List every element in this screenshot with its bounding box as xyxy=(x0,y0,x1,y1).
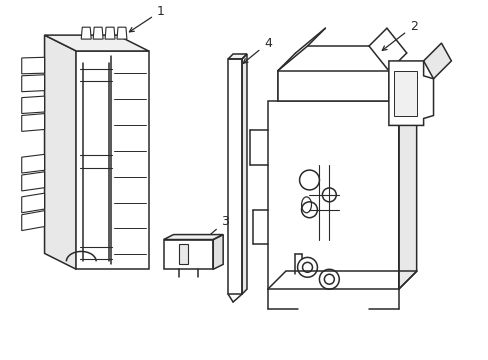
Polygon shape xyxy=(117,27,127,39)
Polygon shape xyxy=(21,193,44,213)
Text: 2: 2 xyxy=(382,20,417,50)
Polygon shape xyxy=(423,43,450,79)
Polygon shape xyxy=(21,113,44,131)
Polygon shape xyxy=(105,27,115,39)
Text: 4: 4 xyxy=(243,37,271,63)
Polygon shape xyxy=(21,154,44,173)
Polygon shape xyxy=(21,57,44,74)
Polygon shape xyxy=(21,96,44,113)
Polygon shape xyxy=(21,211,44,231)
Polygon shape xyxy=(178,244,188,264)
Polygon shape xyxy=(267,100,398,289)
Polygon shape xyxy=(44,35,76,269)
Polygon shape xyxy=(277,71,388,100)
Polygon shape xyxy=(213,235,223,269)
Polygon shape xyxy=(228,59,242,294)
Polygon shape xyxy=(21,172,44,191)
Text: 1: 1 xyxy=(129,5,164,32)
Polygon shape xyxy=(44,35,148,51)
Polygon shape xyxy=(163,235,223,239)
Text: 3: 3 xyxy=(198,215,228,245)
Polygon shape xyxy=(228,54,246,59)
Polygon shape xyxy=(388,61,433,125)
Polygon shape xyxy=(93,27,103,39)
Polygon shape xyxy=(393,71,416,116)
Polygon shape xyxy=(76,51,148,269)
Polygon shape xyxy=(242,54,246,294)
Polygon shape xyxy=(81,27,91,39)
Polygon shape xyxy=(163,239,213,269)
Polygon shape xyxy=(398,83,416,289)
Polygon shape xyxy=(21,75,44,92)
